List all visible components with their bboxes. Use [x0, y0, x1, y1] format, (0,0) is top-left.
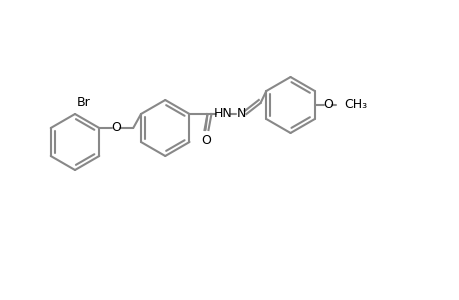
Text: HN: HN [213, 106, 232, 119]
Text: Br: Br [77, 96, 90, 109]
Text: O: O [201, 134, 211, 147]
Text: N: N [236, 106, 246, 119]
Text: CH₃: CH₃ [343, 98, 366, 110]
Text: O: O [322, 98, 332, 110]
Text: O: O [111, 121, 121, 134]
